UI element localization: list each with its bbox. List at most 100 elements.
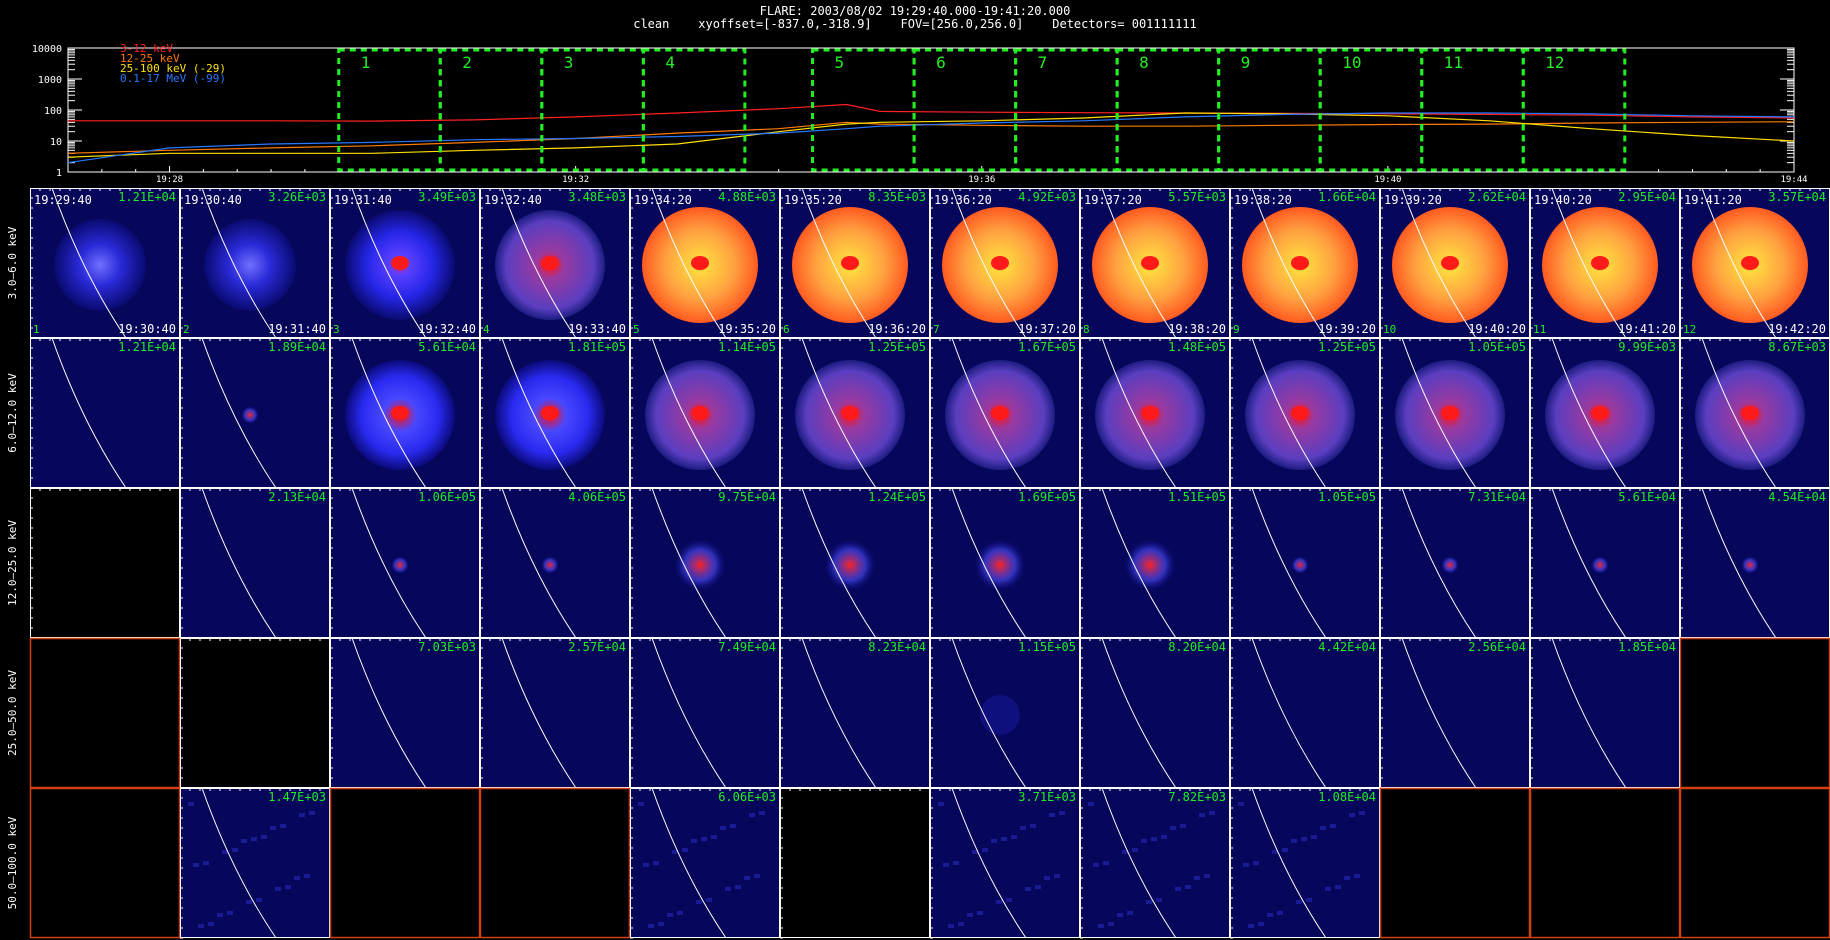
row-energy-label: 50.0—100.0 keV xyxy=(6,816,19,909)
cell-max-value: 4.92E+03 xyxy=(1018,190,1076,204)
noise-speck xyxy=(730,824,736,828)
interval-label: 2 xyxy=(462,53,472,72)
cell-background xyxy=(180,488,330,638)
solar-limb-arc xyxy=(651,188,727,339)
cell-frame xyxy=(930,338,1080,488)
solar-limb-arc xyxy=(651,787,727,939)
image-cell: 2.57E+04 xyxy=(480,637,631,789)
source-core xyxy=(391,556,409,574)
cell-background xyxy=(30,638,180,788)
empty-axes-frame xyxy=(479,787,631,939)
source-core xyxy=(1591,256,1609,270)
solar-limb-arc xyxy=(801,637,877,789)
cell-max-value: 1.51E+05 xyxy=(1168,490,1226,504)
series-line xyxy=(67,112,1795,164)
cell-max-value: 1.06E+05 xyxy=(418,490,476,504)
noise-speck xyxy=(1006,898,1012,902)
interval-box xyxy=(1217,48,1322,172)
cell-background xyxy=(780,638,930,788)
image-cell: 9.99E+03 xyxy=(1530,337,1681,489)
noise-speck xyxy=(1344,876,1350,880)
cell-frame xyxy=(180,638,330,788)
cell-frame xyxy=(1230,188,1380,338)
image-cell: 2.13E+04 xyxy=(180,487,331,639)
cell-background xyxy=(1530,638,1680,788)
image-cell: 1.85E+04 xyxy=(1530,637,1681,789)
cell-frame xyxy=(1230,338,1380,488)
cell-interval-number: 3 xyxy=(333,323,340,336)
source-core xyxy=(391,256,409,270)
noise-speck xyxy=(1209,811,1215,815)
noise-speck xyxy=(1291,839,1297,843)
solar-limb-arc xyxy=(1251,637,1327,789)
solar-limb-arc xyxy=(1251,337,1327,489)
solar-limb-arc xyxy=(651,487,727,639)
cell-start-time: 19:35:20 xyxy=(784,193,842,207)
cell-frame xyxy=(780,638,930,788)
interval-label: 4 xyxy=(665,53,675,72)
noise-speck xyxy=(638,802,644,806)
cell-max-value: 1.21E+04 xyxy=(118,340,176,354)
noise-speck xyxy=(1204,874,1210,878)
cell-frame xyxy=(1080,188,1230,338)
image-cell xyxy=(30,488,181,639)
noise-speck xyxy=(967,913,973,917)
cell-start-time: 19:34:20 xyxy=(634,193,692,207)
solar-limb-arc xyxy=(201,188,277,339)
cell-frame xyxy=(630,188,780,338)
image-cell: 3.48E+03 19:32:40 19:33:40 4 xyxy=(480,188,631,339)
noise-speck xyxy=(744,876,750,880)
noise-speck xyxy=(1151,837,1157,841)
cell-frame xyxy=(1530,638,1680,788)
cell-max-value: 1.67E+05 xyxy=(1018,340,1076,354)
noise-speck xyxy=(309,811,315,815)
image-cell: 1.25E+05 xyxy=(1230,337,1381,489)
image-cell: 1.89E+04 xyxy=(180,337,331,489)
cell-background xyxy=(1380,788,1530,938)
image-cell xyxy=(1529,787,1681,939)
noise-speck xyxy=(754,874,760,878)
cell-max-value: 1.47E+03 xyxy=(268,790,326,804)
cell-frame xyxy=(330,188,480,338)
interval-box xyxy=(641,48,747,172)
image-cell: 7.03E+03 xyxy=(330,637,481,789)
solar-limb-arc xyxy=(501,637,577,789)
cell-frame xyxy=(330,338,480,488)
cell-frame xyxy=(780,788,930,938)
noise-speck xyxy=(643,863,649,867)
image-cell: 3.26E+03 19:30:40 19:31:40 2 xyxy=(180,188,331,339)
cell-interval-number: 10 xyxy=(1383,323,1396,336)
image-cell: 4.92E+03 19:36:20 19:37:20 7 xyxy=(930,188,1081,339)
interval-box xyxy=(1420,48,1525,172)
cell-frame xyxy=(480,338,630,488)
cell-max-value: 5.61E+04 xyxy=(1618,490,1676,504)
solar-limb-arc xyxy=(1101,487,1177,639)
cell-interval-number: 1 xyxy=(33,323,40,336)
image-cell: 9.75E+04 xyxy=(630,487,781,639)
image-cell: 1.81E+05 xyxy=(480,337,631,489)
cell-max-value: 5.61E+04 xyxy=(418,340,476,354)
noise-speck xyxy=(285,885,291,889)
noise-speck xyxy=(1258,922,1264,926)
image-cell: 3.57E+04 19:41:20 19:42:20 12 xyxy=(1680,188,1830,339)
noise-speck xyxy=(1359,811,1365,815)
noise-speck xyxy=(672,850,678,854)
cell-max-value: 7.03E+03 xyxy=(418,640,476,654)
cell-start-time: 19:37:20 xyxy=(1084,193,1142,207)
empty-axes-frame xyxy=(1379,787,1531,939)
noise-speck xyxy=(991,839,997,843)
cell-interval-number: 9 xyxy=(1233,323,1240,336)
cell-background xyxy=(1080,638,1230,788)
solar-limb-arc xyxy=(801,188,877,339)
noise-speck xyxy=(1161,835,1167,839)
noise-speck xyxy=(1093,863,1099,867)
cell-background xyxy=(1680,638,1830,788)
legend-entry: 3-12 keV xyxy=(120,42,173,55)
noise-speck xyxy=(1248,924,1254,928)
solar-limb-arc xyxy=(1551,637,1627,789)
cell-max-value: 6.06E+03 xyxy=(718,790,776,804)
cell-max-value: 3.71E+03 xyxy=(1018,790,1076,804)
cell-frame xyxy=(1380,338,1530,488)
source-core xyxy=(1591,556,1609,574)
noise-speck xyxy=(280,824,286,828)
